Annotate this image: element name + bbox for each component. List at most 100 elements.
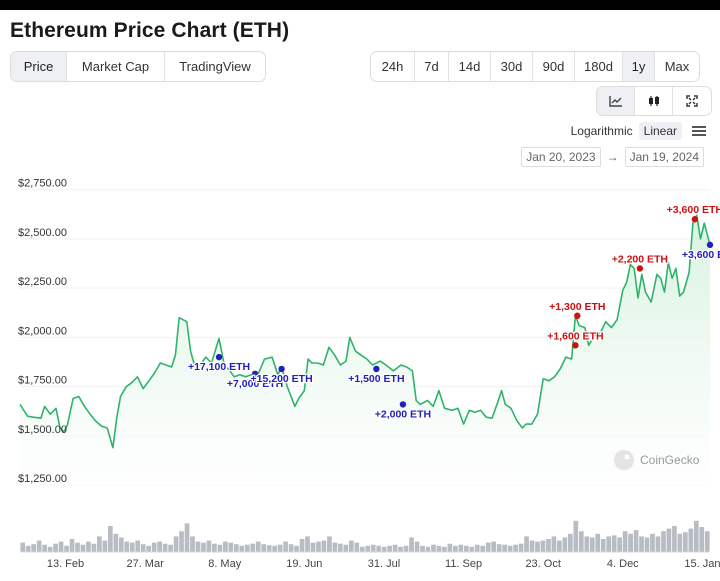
volume-bar (146, 545, 152, 552)
volume-bar (239, 545, 245, 552)
volume-bar (102, 540, 108, 552)
volume-bar (283, 541, 288, 552)
volume-bar (75, 542, 80, 552)
transaction-marker[interactable] (215, 353, 223, 361)
volume-bar (617, 537, 622, 552)
volume-bar (294, 545, 299, 552)
volume-bar (327, 536, 332, 552)
volume-bar (288, 544, 294, 552)
coingecko-label: CoinGecko (640, 453, 700, 467)
transaction-marker[interactable] (706, 241, 714, 249)
range-max[interactable]: Max (664, 59, 690, 74)
transaction-marker[interactable] (399, 401, 407, 408)
volume-bar (20, 542, 26, 552)
volume-bar (332, 542, 338, 552)
range-24h[interactable]: 24h (371, 52, 415, 81)
date-from-input[interactable]: Jan 20, 2023 (521, 147, 601, 167)
tab-tradingview[interactable]: TradingView (179, 59, 251, 74)
volume-bar (140, 544, 146, 552)
volume-bar (474, 544, 480, 552)
y-tick-label: $2,000.00 (18, 325, 67, 337)
volume-bar (644, 537, 650, 552)
volume-bar (507, 545, 513, 552)
volume-bar (546, 539, 551, 552)
transaction-marker[interactable] (691, 216, 699, 223)
transaction-marker[interactable] (251, 370, 259, 378)
volume-bar (91, 543, 97, 552)
volume-bar (190, 536, 195, 552)
range-tabs: 24h 7d 14d 30d 90d 180d 1y Max (370, 51, 700, 82)
y-tick-label: $1,500.00 (18, 424, 67, 436)
volume-bar (611, 535, 617, 552)
y-tick-label: $1,250.00 (18, 473, 67, 485)
volume-bar (518, 543, 524, 552)
transaction-marker[interactable] (572, 342, 579, 349)
volume-bar (233, 544, 239, 552)
volume-bar (69, 539, 75, 552)
line-chart-icon (608, 96, 622, 107)
transaction-label: +2,000 ETH (375, 408, 431, 420)
volume-bar (442, 546, 447, 552)
scale-logarithmic-option[interactable]: Logarithmic (570, 124, 633, 138)
transaction-marker[interactable] (636, 265, 644, 272)
scale-linear-option[interactable]: Linear (638, 122, 682, 140)
volume-bar (699, 527, 705, 552)
volume-bar (661, 531, 666, 552)
transaction-label: +3,600 ETH (682, 249, 720, 261)
volume-bar (655, 536, 661, 552)
transaction-label: +17,100 ETH (188, 361, 250, 373)
line-chart-button[interactable] (597, 87, 635, 115)
volume-bar (58, 541, 64, 552)
volume-bar (513, 544, 518, 552)
range-7d[interactable]: 7d (415, 52, 449, 81)
page-title: Ethereum Price Chart (ETH) (10, 19, 290, 42)
transaction-marker[interactable] (373, 365, 380, 373)
transaction-marker[interactable] (278, 365, 285, 373)
volume-bar (310, 542, 316, 552)
date-to-input[interactable]: Jan 19, 2024 (624, 147, 704, 167)
volume-bar (578, 531, 584, 552)
tab-price[interactable]: Price (11, 52, 67, 81)
volume-bar (348, 540, 354, 552)
arrow-right-icon: → (606, 150, 619, 164)
volume-bar (447, 543, 453, 552)
date-range: Jan 20, 2023 → Jan 19, 2024 (521, 147, 704, 167)
range-1y[interactable]: 1y (623, 52, 655, 81)
volume-bar (173, 536, 179, 552)
volume-bar (118, 537, 124, 552)
volume-bar (184, 523, 190, 552)
volume-bar (704, 531, 710, 552)
volume-bar (524, 536, 529, 552)
volume-bar (469, 546, 475, 552)
volume-bar (529, 540, 535, 552)
volume-bar (688, 528, 694, 552)
tab-market-cap[interactable]: Market Cap (67, 52, 165, 81)
fullscreen-button[interactable] (673, 87, 711, 115)
x-tick-label: 15. Jan (684, 558, 720, 570)
transaction-label: +2,200 ETH (612, 253, 668, 265)
x-tick-label: 4. Dec (607, 558, 639, 570)
volume-bar (639, 536, 644, 552)
transaction-marker[interactable] (574, 312, 581, 319)
range-90d[interactable]: 90d (533, 52, 575, 81)
volume-bar (97, 536, 102, 552)
volume-bar (244, 544, 250, 552)
x-tick-label: 8. May (208, 558, 242, 570)
volume-bar (255, 541, 261, 552)
volume-bar (568, 533, 573, 552)
menu-icon[interactable] (692, 126, 706, 136)
range-30d[interactable]: 30d (491, 52, 533, 81)
volume-bar (683, 532, 688, 552)
volume-bar (628, 533, 633, 552)
range-180d[interactable]: 180d (575, 52, 623, 81)
volume-bar (666, 528, 672, 552)
range-14d[interactable]: 14d (449, 52, 491, 81)
volume-bar (672, 526, 677, 552)
volume-bar (299, 539, 305, 552)
volume-bar (387, 545, 392, 552)
volume-bar (551, 536, 557, 552)
volume-bar (86, 541, 91, 552)
candlestick-button[interactable] (635, 87, 673, 115)
transaction-label: +1,600 ETH (547, 330, 603, 342)
